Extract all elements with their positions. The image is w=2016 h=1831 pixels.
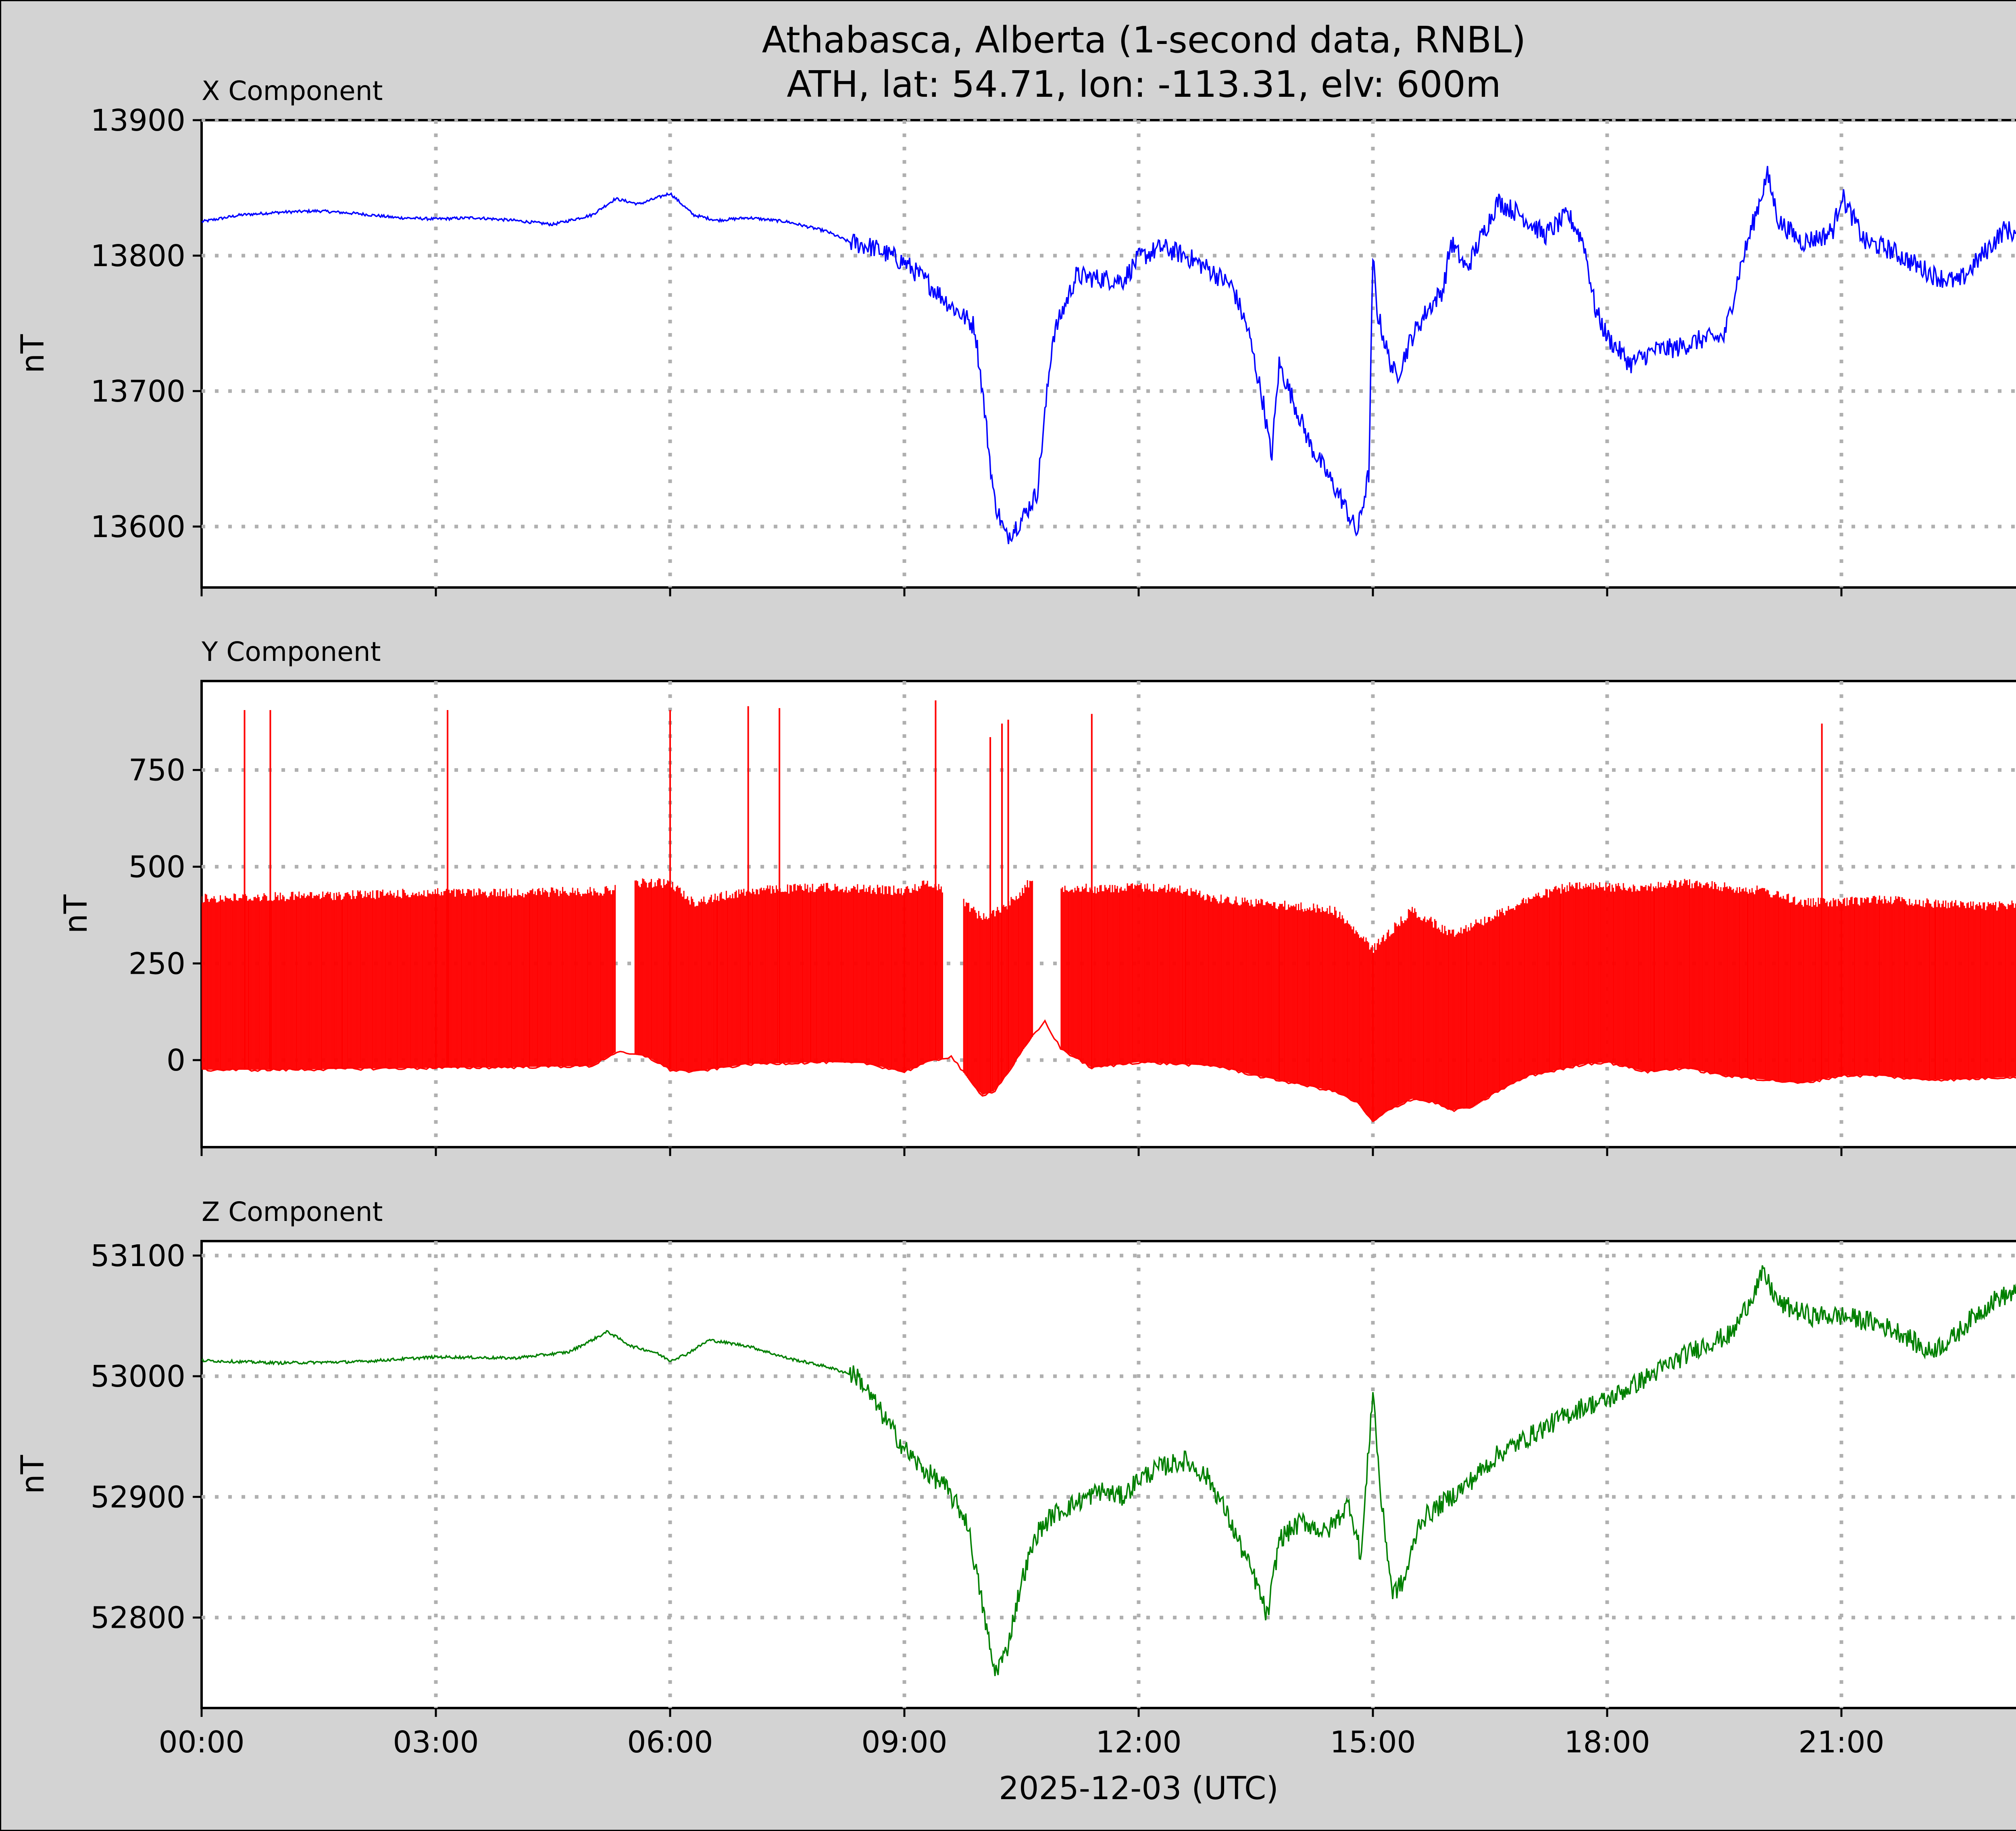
panel-title: Z Component — [202, 1196, 383, 1227]
y-axis-label: nT — [15, 334, 51, 373]
series-group — [202, 1265, 2016, 1676]
y-tick-label: 250 — [129, 946, 185, 981]
x-tick-label: 09:00 — [861, 1725, 947, 1760]
y-tick-label: 750 — [129, 753, 185, 788]
series-line — [202, 1265, 2016, 1676]
y-axis-label: nT — [58, 894, 94, 933]
x-tick-label: 21:00 — [1798, 1725, 1884, 1760]
y-tick-label: 53000 — [91, 1359, 185, 1394]
y-tick-label: 13900 — [91, 103, 185, 138]
x-tick-label: 15:00 — [1330, 1725, 1416, 1760]
x-tick-label: 12:00 — [1095, 1725, 1181, 1760]
x-tick-label: 06:00 — [627, 1725, 713, 1760]
series-group — [202, 700, 2016, 1123]
series-line — [202, 166, 2016, 544]
y-tick-label: 53100 — [91, 1239, 185, 1273]
panel-title: X Component — [202, 75, 383, 106]
y-tick-label: 52900 — [91, 1480, 185, 1514]
panel-z-component: 52800 52900 53000 53100 Z Component nT 00:00 03… — [15, 1196, 2016, 1760]
y-tick-label: 13800 — [91, 239, 185, 273]
plot-area — [200, 119, 2016, 589]
panels: 13600 13700 13800 13900 X Component nT 0 250 500… — [15, 75, 2016, 1760]
panel-title: Y Component — [201, 636, 381, 667]
y-tick-label: 52800 — [91, 1601, 185, 1635]
panel-y-component: 0 250 500 750 Y Component nT — [58, 636, 2016, 1156]
plot-area — [200, 1240, 2016, 1709]
figure-title-line2: ATH, lat: 54.71, lon: -113.31, elv: 600m — [787, 63, 1501, 106]
x-tick-label: 03:00 — [393, 1725, 479, 1760]
x-axis-label: 2025-12-03 (UTC) — [999, 1771, 1279, 1807]
figure-title-line1: Athabasca, Alberta (1-second data, RNBL) — [762, 19, 1526, 61]
series-baseline — [202, 1019, 2016, 1123]
y-axis-label: nT — [15, 1455, 51, 1494]
series-group — [202, 166, 2016, 544]
series-oscillation — [202, 878, 2016, 1122]
x-tick-label: 18:00 — [1564, 1725, 1650, 1760]
x-tick-label: 00:00 — [158, 1725, 244, 1760]
y-tick-label: 500 — [129, 850, 185, 884]
y-tick-label: 13700 — [91, 374, 185, 409]
panel-x-component: 13600 13700 13800 13900 X Component nT — [15, 75, 2016, 596]
y-tick-label: 0 — [167, 1043, 185, 1078]
y-tick-label: 13600 — [91, 510, 185, 544]
